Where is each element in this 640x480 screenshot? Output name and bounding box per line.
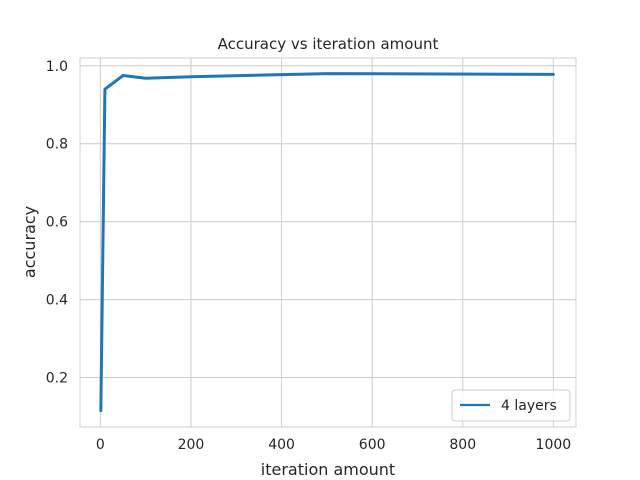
x-tick-label: 800 bbox=[449, 437, 476, 453]
tick-labels: 0 200 400 600 800 1000 0.2 0.4 0.6 0.8 1.0 bbox=[46, 59, 571, 453]
plot-background bbox=[80, 58, 576, 427]
legend: 4 layers bbox=[451, 389, 571, 422]
y-tick-label: 0.4 bbox=[46, 293, 68, 309]
x-tick-label: 400 bbox=[268, 437, 295, 453]
legend-box bbox=[451, 389, 571, 422]
y-axis-label: accuracy bbox=[20, 206, 39, 278]
plot-frame bbox=[79, 57, 577, 428]
x-axis-label: iteration amount bbox=[261, 460, 395, 479]
y-tick-label: 0.6 bbox=[46, 215, 68, 231]
series-lines bbox=[99, 72, 555, 413]
x-tick-label: 600 bbox=[359, 437, 386, 453]
x-tick-label: 0 bbox=[96, 437, 105, 453]
x-tick-label: 1000 bbox=[536, 437, 572, 453]
y-tick-label: 1.0 bbox=[46, 59, 68, 75]
grid-lines bbox=[80, 58, 576, 427]
chart-title: Accuracy vs iteration amount bbox=[218, 35, 439, 53]
y-tick-label: 0.2 bbox=[46, 371, 68, 387]
y-tick-label: 0.8 bbox=[46, 137, 68, 153]
legend-label-4-layers: 4 layers bbox=[501, 398, 557, 414]
x-tick-label: 200 bbox=[178, 437, 205, 453]
